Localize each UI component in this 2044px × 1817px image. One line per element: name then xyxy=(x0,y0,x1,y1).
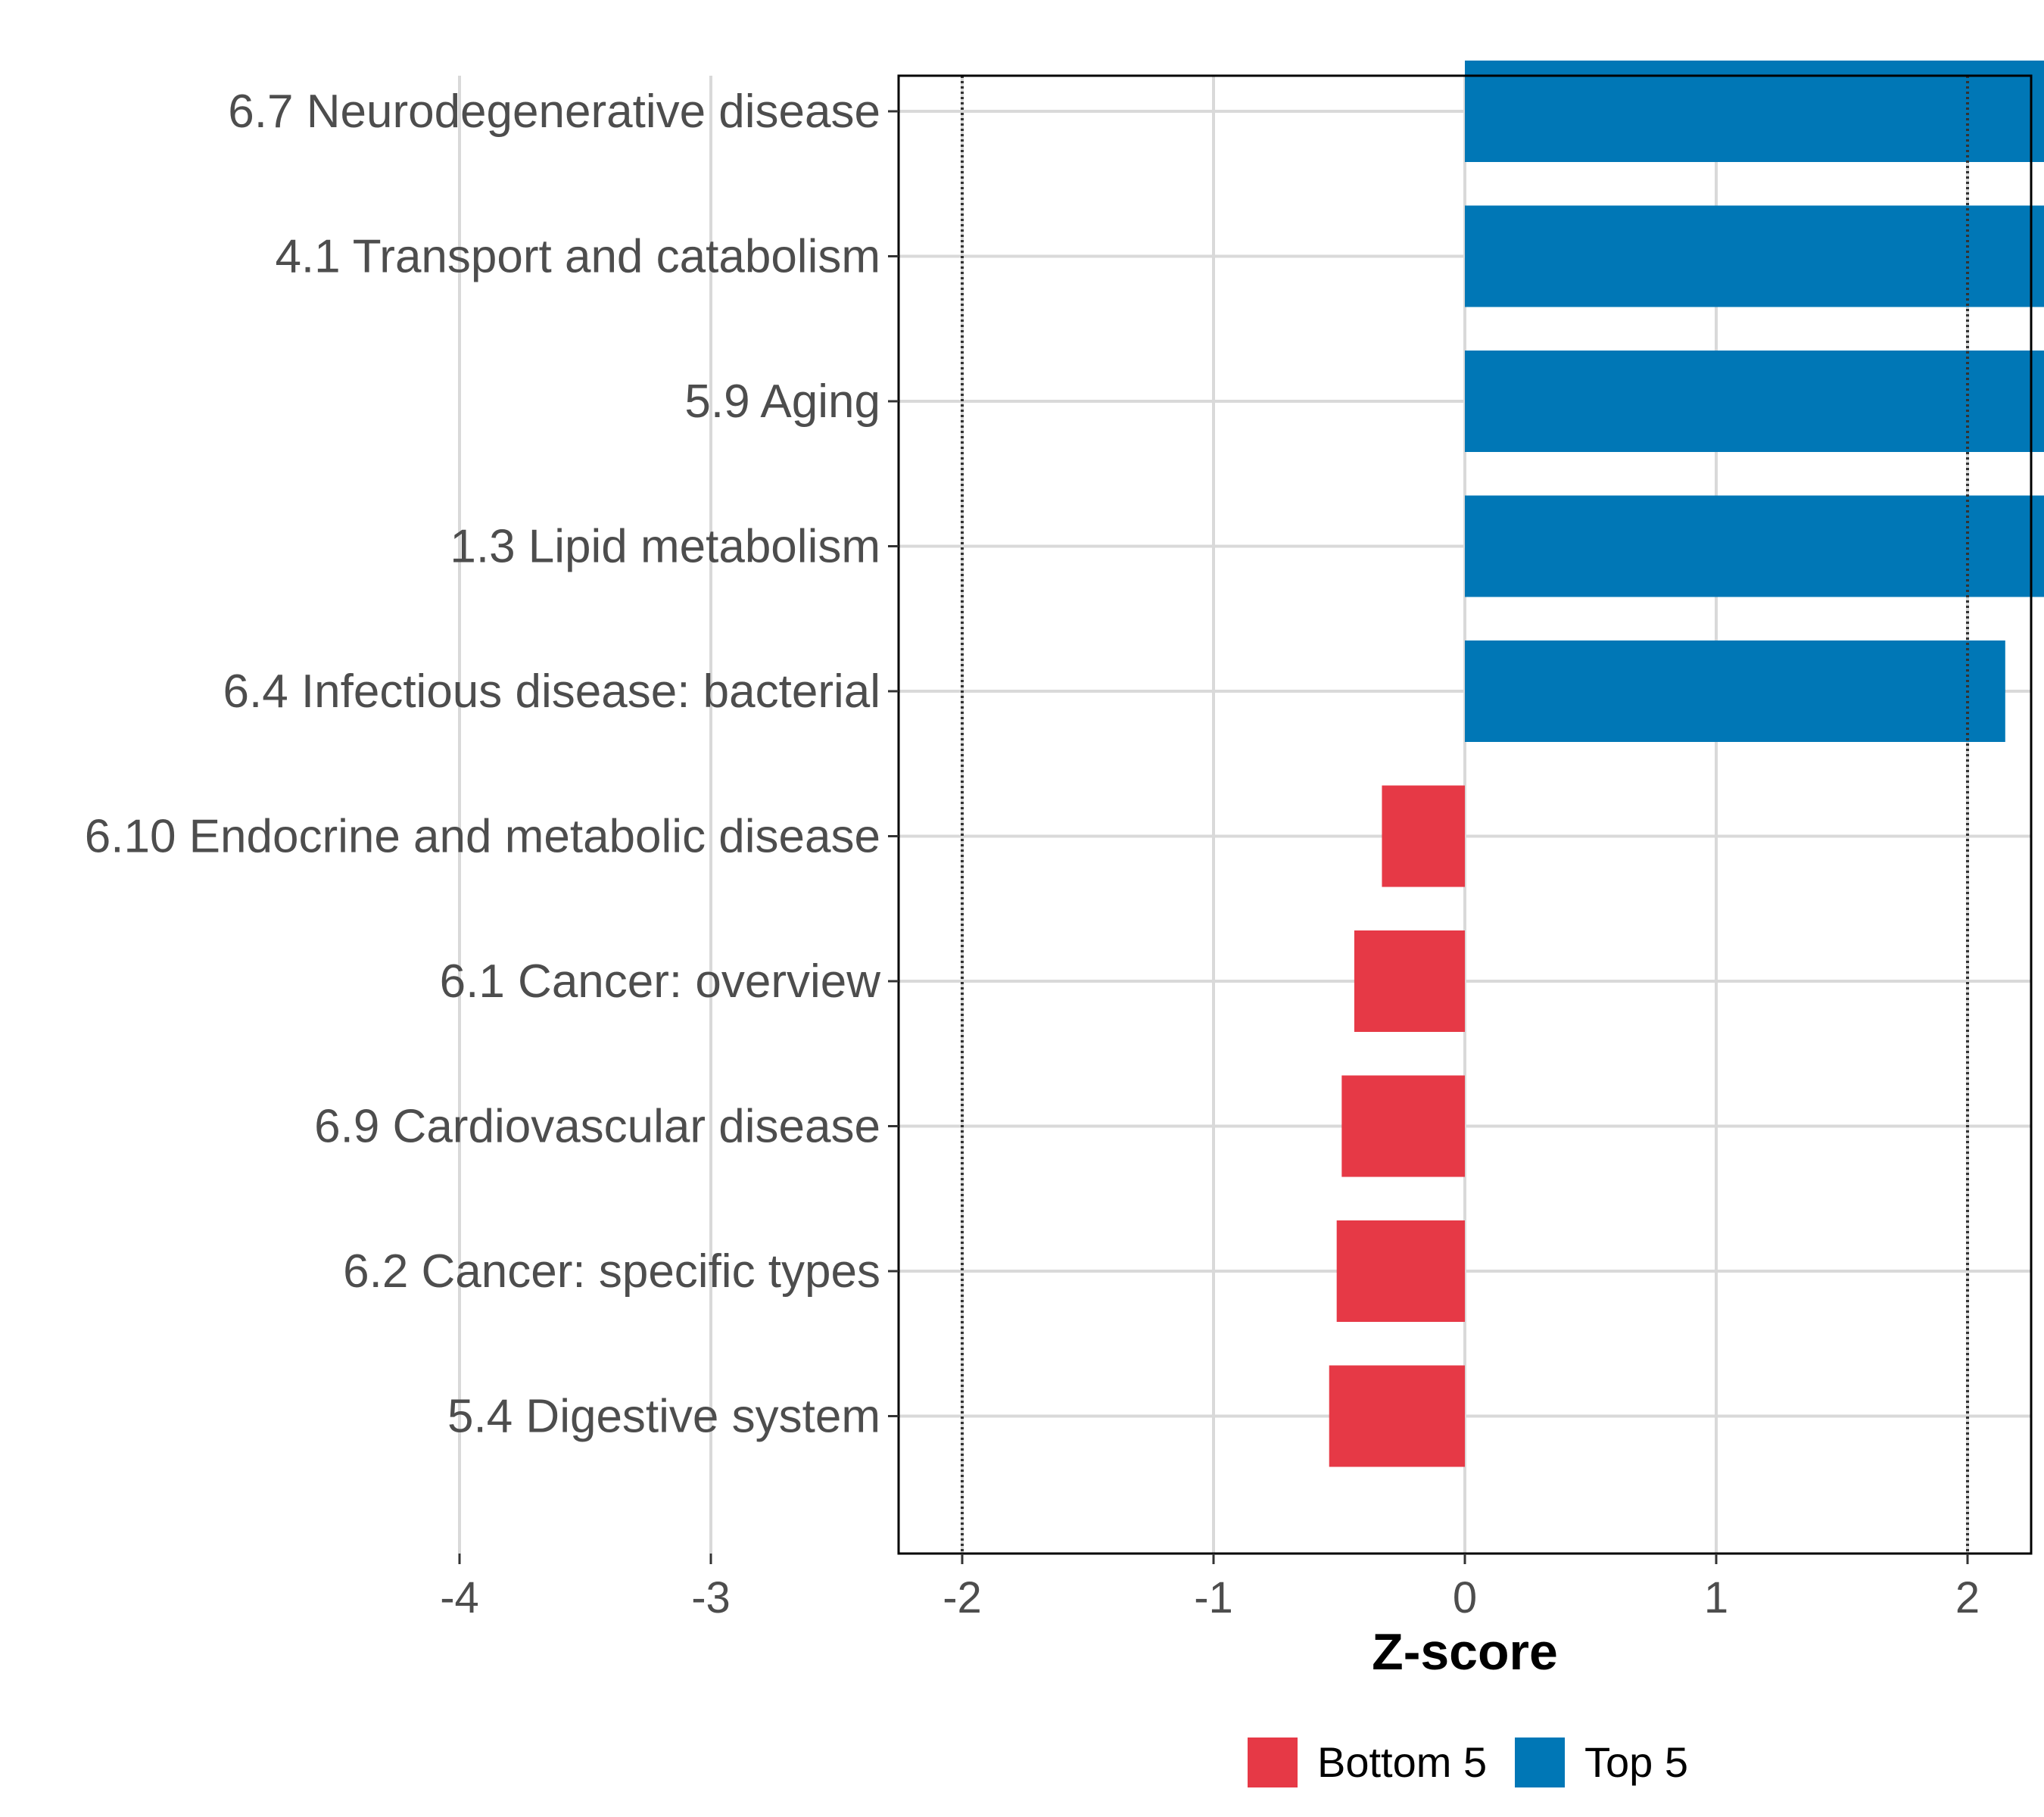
legend-swatch xyxy=(1248,1738,1298,1787)
category-label: 6.9 Cardiovascular disease xyxy=(314,1101,880,1153)
legend: Bottom 5 Top 5 xyxy=(1248,1738,1688,1787)
bar xyxy=(1329,1365,1465,1467)
category-label: 6.7 Neurodegenerative disease xyxy=(228,86,880,138)
category-label: 4.1 Transport and catabolism xyxy=(275,231,880,283)
x-tick-label: -4 xyxy=(440,1573,479,1622)
x-tick-label: 1 xyxy=(1704,1573,1728,1622)
legend-item: Top 5 xyxy=(1515,1738,1688,1787)
legend-item: Bottom 5 xyxy=(1248,1738,1487,1787)
legend-label: Top 5 xyxy=(1584,1738,1688,1786)
bar xyxy=(1465,351,2044,452)
legend-label: Bottom 5 xyxy=(1317,1738,1487,1786)
bars xyxy=(1329,61,2044,1467)
bar xyxy=(1465,495,2044,597)
bar xyxy=(1465,205,2044,307)
category-label: 6.2 Cancer: specific types xyxy=(343,1245,880,1298)
category-label: 5.9 Aging xyxy=(684,376,880,428)
x-tick-label: 0 xyxy=(1453,1573,1477,1622)
bar xyxy=(1341,1075,1465,1177)
x-axis-title: Z-score xyxy=(1372,1623,1558,1681)
category-label: 6.1 Cancer: overview xyxy=(440,955,881,1008)
bar xyxy=(1382,785,1465,887)
y-axis: 6.7 Neurodegenerative disease 4.1 Transpo… xyxy=(85,86,899,1443)
bar xyxy=(1465,61,2044,162)
category-label: 6.10 Endocrine and metabolic disease xyxy=(85,811,880,863)
bar xyxy=(1465,640,2005,742)
x-tick-label: 2 xyxy=(1955,1573,1980,1622)
x-tick-label: -2 xyxy=(943,1573,982,1622)
category-label: 1.3 Lipid metabolism xyxy=(450,521,880,573)
bar xyxy=(1354,930,1465,1032)
reference-lines xyxy=(961,76,1969,1554)
category-label: 6.4 Infectious disease: bacterial xyxy=(223,665,880,718)
bar xyxy=(1336,1220,1465,1322)
x-axis: -4-3-2-101234 xyxy=(440,1554,1980,1622)
x-tick-label: -1 xyxy=(1194,1573,1233,1622)
category-label: 5.4 Digestive system xyxy=(447,1391,880,1443)
legend-swatch xyxy=(1515,1738,1565,1787)
x-tick-label: -3 xyxy=(691,1573,731,1622)
